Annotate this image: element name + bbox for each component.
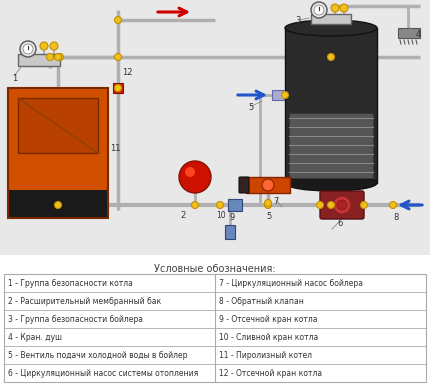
- Circle shape: [23, 44, 33, 54]
- Circle shape: [337, 200, 347, 210]
- Circle shape: [40, 42, 48, 50]
- Text: 2: 2: [180, 211, 185, 219]
- Bar: [4, 274, 426, 382]
- Circle shape: [216, 201, 224, 209]
- Circle shape: [185, 167, 195, 177]
- Bar: [311, 14, 351, 24]
- Text: 11 - Пиролизный котел: 11 - Пиролизный котел: [219, 350, 312, 360]
- Circle shape: [314, 5, 324, 15]
- Text: 10 - Сливной кран котла: 10 - Сливной кран котла: [219, 333, 318, 341]
- Text: Условные обозначения:: Условные обозначения:: [154, 264, 276, 274]
- Circle shape: [179, 161, 211, 193]
- Bar: [113, 83, 123, 93]
- Text: 7: 7: [273, 196, 278, 206]
- Circle shape: [311, 2, 327, 18]
- Circle shape: [316, 201, 323, 209]
- Circle shape: [114, 54, 122, 60]
- Circle shape: [114, 84, 122, 92]
- Bar: [272, 90, 284, 100]
- Circle shape: [264, 199, 271, 206]
- Circle shape: [55, 201, 61, 209]
- Text: 9: 9: [230, 213, 235, 221]
- Circle shape: [340, 4, 348, 12]
- Circle shape: [328, 201, 335, 209]
- Circle shape: [264, 201, 271, 209]
- Bar: [18, 54, 60, 66]
- FancyBboxPatch shape: [239, 177, 249, 193]
- Circle shape: [328, 54, 335, 60]
- Circle shape: [360, 201, 368, 209]
- Bar: [246, 177, 290, 193]
- Bar: [8, 88, 108, 218]
- Circle shape: [331, 4, 339, 12]
- Circle shape: [55, 54, 61, 60]
- Text: 5: 5: [248, 102, 253, 112]
- Text: 12 - Отсечной кран котла: 12 - Отсечной кран котла: [219, 368, 322, 378]
- Circle shape: [46, 54, 53, 60]
- Text: 7 - Циркуляционный насос бойлера: 7 - Циркуляционный насос бойлера: [219, 278, 363, 288]
- Bar: [398, 28, 420, 38]
- Bar: [0, 0, 430, 258]
- Ellipse shape: [285, 175, 377, 191]
- Bar: [228, 199, 242, 211]
- Circle shape: [262, 179, 274, 191]
- Circle shape: [50, 42, 58, 50]
- Circle shape: [114, 17, 122, 23]
- Bar: [285, 28, 377, 183]
- Text: 9 - Отсечной кран котла: 9 - Отсечной кран котла: [219, 315, 317, 323]
- Text: 1 - Группа безопасности котла: 1 - Группа безопасности котла: [8, 278, 133, 288]
- FancyBboxPatch shape: [320, 191, 364, 219]
- Circle shape: [56, 54, 64, 60]
- Circle shape: [282, 92, 289, 99]
- Text: 2 - Расширительный мембранный бак: 2 - Расширительный мембранный бак: [8, 296, 161, 306]
- Text: 6: 6: [337, 219, 342, 228]
- Text: 8 - Обратный клапан: 8 - Обратный клапан: [219, 296, 304, 306]
- Circle shape: [191, 201, 199, 209]
- Text: 11: 11: [110, 144, 120, 152]
- Text: 6 - Циркуляционный насос системы отопления: 6 - Циркуляционный насос системы отоплен…: [8, 368, 198, 378]
- Text: 10: 10: [216, 211, 226, 219]
- Ellipse shape: [285, 20, 377, 36]
- Text: 8: 8: [393, 213, 398, 221]
- Bar: [225, 225, 235, 239]
- Text: 3 - Группа безопасности бойлера: 3 - Группа безопасности бойлера: [8, 315, 143, 323]
- Text: 12: 12: [122, 67, 132, 77]
- Text: 1: 1: [12, 74, 17, 82]
- Text: 3: 3: [295, 15, 301, 25]
- Bar: [289, 113, 373, 178]
- Text: 4 - Кран. душ: 4 - Кран. душ: [8, 333, 62, 341]
- Circle shape: [390, 201, 396, 209]
- Circle shape: [333, 196, 351, 214]
- Text: 5: 5: [266, 211, 271, 221]
- Bar: [0, 255, 430, 385]
- Circle shape: [20, 41, 36, 57]
- Bar: [18, 98, 98, 153]
- Bar: [9, 190, 107, 217]
- Text: 4: 4: [416, 30, 421, 38]
- Text: 5 - Вентиль подачи холодной воды в бойлер: 5 - Вентиль подачи холодной воды в бойле…: [8, 350, 187, 360]
